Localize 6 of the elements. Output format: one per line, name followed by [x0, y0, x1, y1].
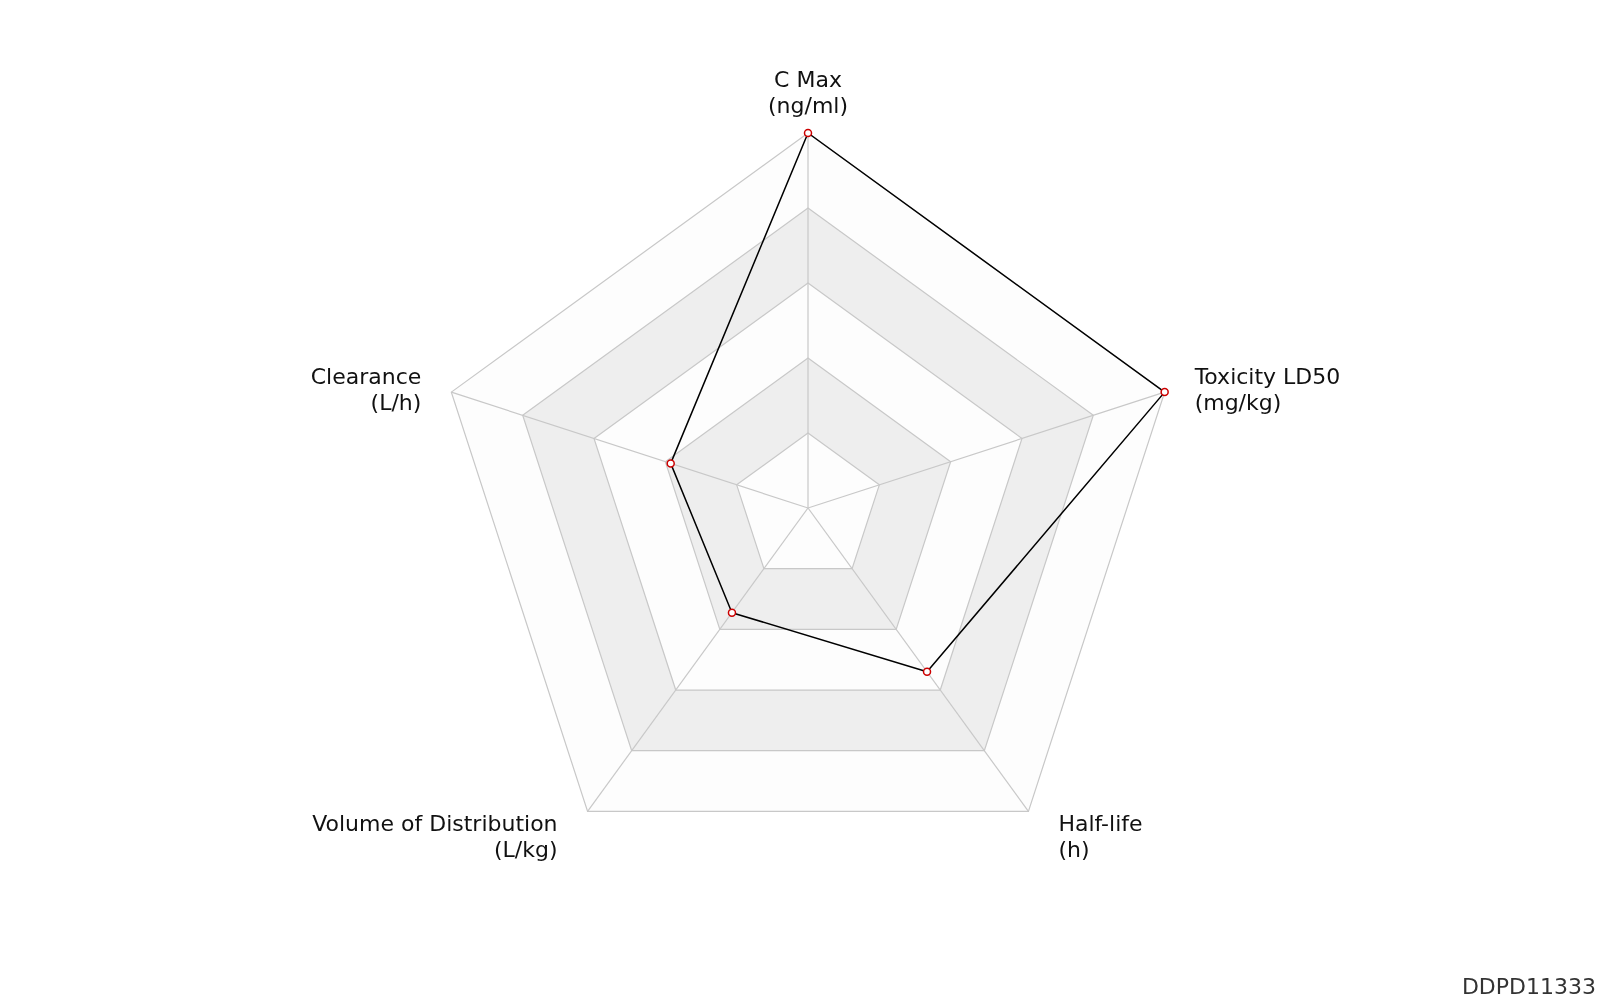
- text: DDPD11333: [1461, 974, 1596, 999]
- spoke-label: C Max (ng/ml): [767, 67, 849, 118]
- spoke-label: Volume of Distribution (L/kg): [312, 811, 558, 863]
- spoke-label: Clearance (L/h): [310, 364, 422, 416]
- spoke-label: Toxicity LD50 (mg/kg): [1193, 364, 1341, 416]
- spoke-label: Half-life (h): [1058, 811, 1143, 863]
